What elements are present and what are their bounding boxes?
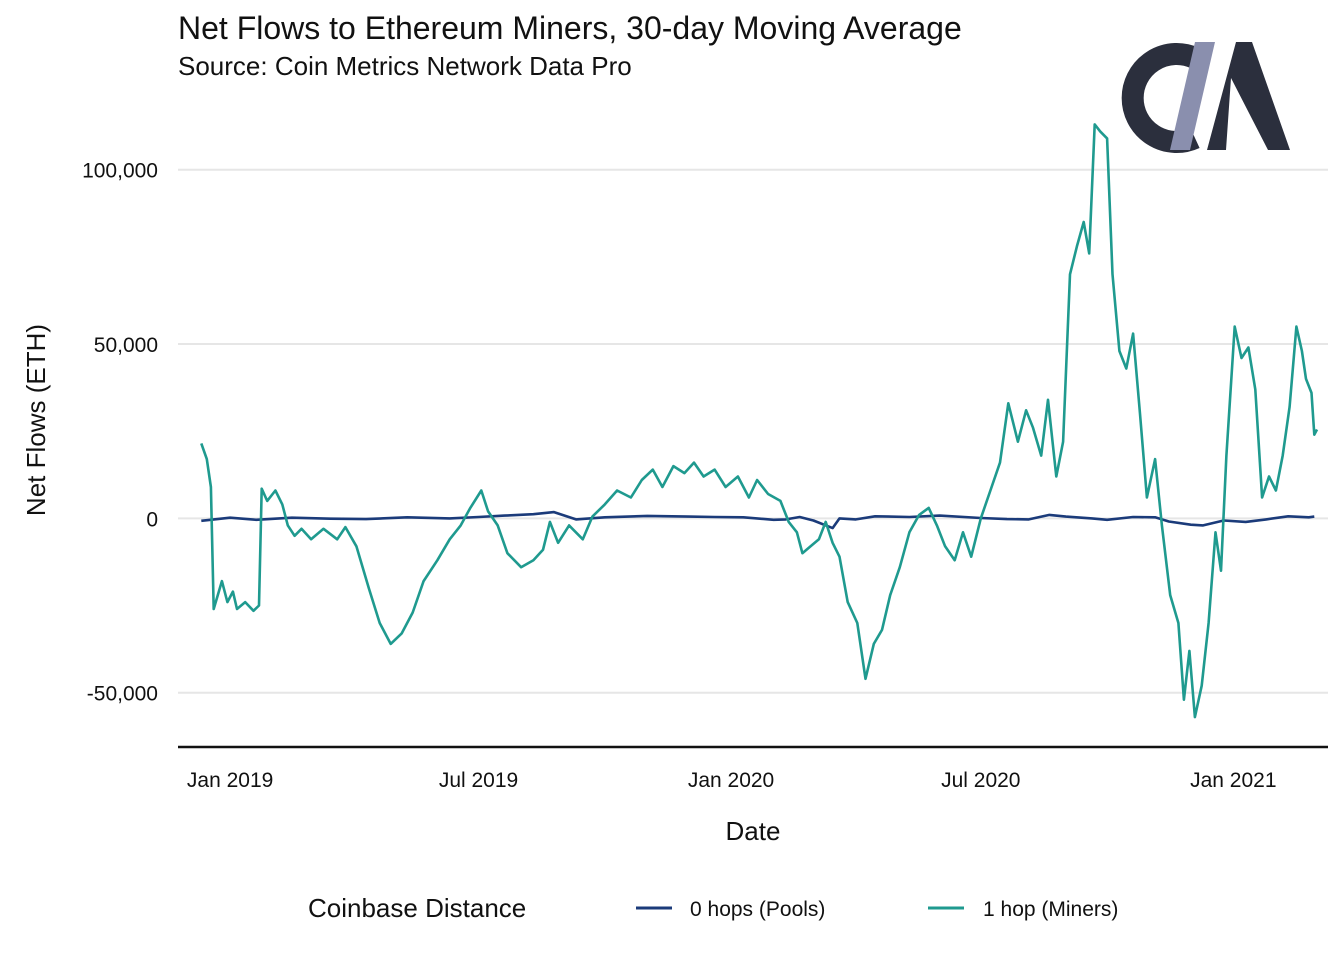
x-axis-title: Date xyxy=(726,816,781,846)
y-tick-label: 100,000 xyxy=(82,160,158,183)
y-axis-title: Net Flows (ETH) xyxy=(21,324,51,516)
legend-label-pools: 0 hops (Pools) xyxy=(690,898,825,921)
legend-label-miners: 1 hop (Miners) xyxy=(983,898,1118,921)
x-tick-label: Jul 2020 xyxy=(941,769,1020,792)
y-axis-ticks: -50,000 0 50,000 100,000 xyxy=(82,160,158,706)
x-tick-label: Jul 2019 xyxy=(439,769,518,792)
series-line-pools xyxy=(201,510,1315,530)
legend: Coinbase Distance 0 hops (Pools) 1 hop (… xyxy=(308,893,1118,923)
x-tick-label: Jan 2019 xyxy=(187,769,273,792)
chart-title: Net Flows to Ethereum Miners, 30-day Mov… xyxy=(178,10,962,46)
y-tick-label: 0 xyxy=(146,508,158,531)
x-tick-label: Jan 2021 xyxy=(1190,769,1276,792)
y-tick-label: 50,000 xyxy=(94,334,158,357)
x-tick-label: Jan 2020 xyxy=(688,769,774,792)
coin-metrics-logo: CM xyxy=(1121,42,1290,153)
chart-subtitle: Source: Coin Metrics Network Data Pro xyxy=(178,51,632,81)
y-tick-label: -50,000 xyxy=(87,683,158,706)
series-lines xyxy=(200,123,1319,719)
grid-lines xyxy=(178,168,1328,694)
x-axis-ticks: Jan 2019 Jul 2019 Jan 2020 Jul 2020 Jan 2021 xyxy=(187,769,1277,792)
legend-title: Coinbase Distance xyxy=(308,893,526,923)
series-line-miners xyxy=(200,123,1319,719)
